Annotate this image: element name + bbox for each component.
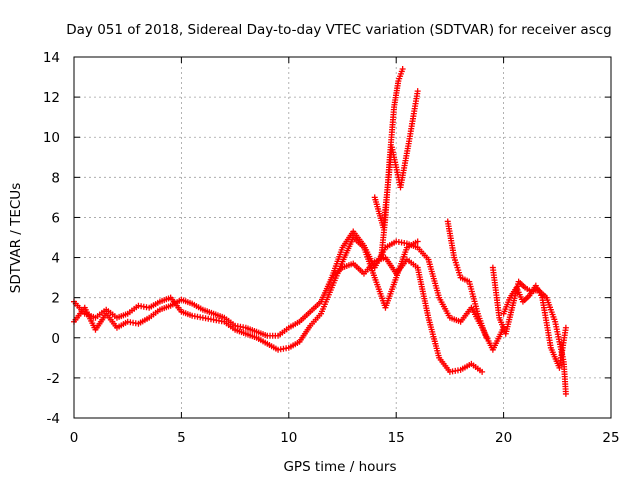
data-point-track-g xyxy=(562,390,569,397)
y-tick-label: 8 xyxy=(51,170,60,186)
chart-title: Day 051 of 2018, Sidereal Day-to-day VTE… xyxy=(66,22,611,38)
axis-ticks xyxy=(73,56,612,419)
x-tick-label: 0 xyxy=(70,430,79,446)
y-tick-label: -4 xyxy=(47,411,60,427)
data-point-track-b xyxy=(479,368,486,375)
y-tick-label: 12 xyxy=(43,90,60,106)
tick-labels: 0 5 10 15 20 25 -4 -2 0 2 4 6 8 10 12 14 xyxy=(43,50,620,446)
y-axis-label: SDTVAR / TECUs xyxy=(8,183,24,293)
data-points xyxy=(71,66,569,397)
data-point-track-a xyxy=(414,238,421,245)
data-point-track-f xyxy=(483,334,490,341)
y-tick-label: 0 xyxy=(51,331,60,347)
gridlines xyxy=(74,57,611,418)
data-point-track-h xyxy=(562,324,569,331)
plot-frame xyxy=(73,56,612,419)
y-tick-label: 4 xyxy=(51,251,60,267)
y-tick-label: 6 xyxy=(51,210,60,226)
x-tick-label: 10 xyxy=(280,430,297,446)
y-tick-label: -2 xyxy=(47,371,60,387)
y-tick-label: 2 xyxy=(51,291,60,307)
data-point-track-d xyxy=(414,88,421,95)
x-tick-label: 25 xyxy=(602,430,619,446)
x-tick-label: 15 xyxy=(388,430,405,446)
y-tick-label: 14 xyxy=(43,50,60,66)
x-tick-label: 5 xyxy=(177,430,186,446)
data-point-track-e xyxy=(399,66,406,73)
y-tick-label: 10 xyxy=(43,130,60,146)
x-tick-label: 20 xyxy=(495,430,512,446)
x-axis-label: GPS time / hours xyxy=(283,459,396,475)
